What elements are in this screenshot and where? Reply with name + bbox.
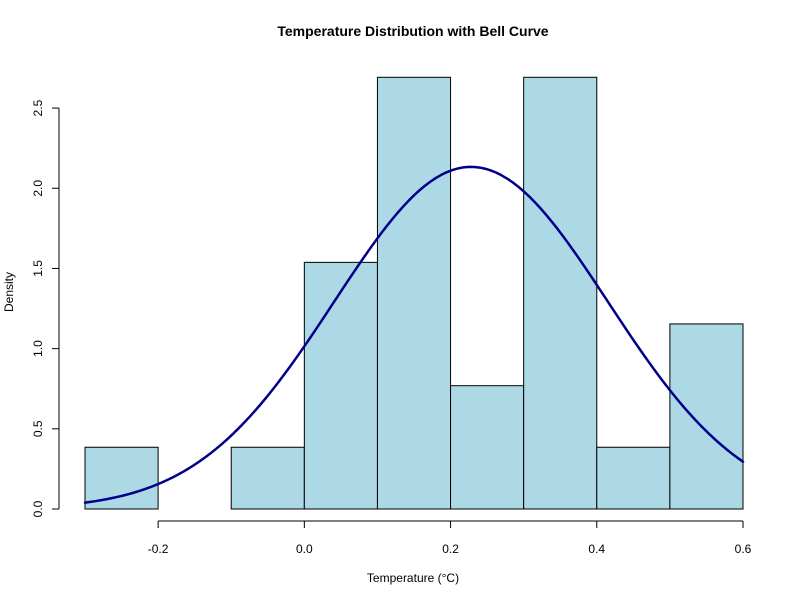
histogram-bar bbox=[303, 261, 378, 510]
x-tick-label: 0.2 bbox=[442, 542, 459, 556]
histogram-bar bbox=[376, 76, 452, 510]
y-axis: 0.0 0.5 1.0 1.5 2.0 2.5 bbox=[31, 99, 60, 517]
chart-title: Temperature Distribution with Bell Curve bbox=[277, 23, 548, 39]
histogram-bar bbox=[523, 76, 598, 510]
histogram-bar bbox=[84, 446, 159, 510]
bell-curve-line bbox=[83, 165, 745, 504]
y-axis-label: Density bbox=[2, 272, 16, 312]
x-tick-label: 0.0 bbox=[296, 542, 313, 556]
x-tick-label: 0.4 bbox=[588, 542, 605, 556]
x-tick-label: -0.2 bbox=[148, 542, 169, 556]
x-axis: -0.2 0.0 0.2 0.4 0.6 bbox=[148, 520, 752, 556]
histogram-bars bbox=[84, 76, 744, 510]
y-tick-label: 1.5 bbox=[31, 260, 45, 277]
y-tick-label: 0.0 bbox=[31, 500, 45, 517]
y-tick-label: 2.0 bbox=[31, 180, 45, 197]
y-tick-label: 0.5 bbox=[31, 420, 45, 437]
y-tick-label: 1.0 bbox=[31, 340, 45, 357]
histogram-bar bbox=[669, 323, 744, 510]
histogram-bar bbox=[450, 385, 525, 510]
x-tick-label: 0.6 bbox=[735, 542, 752, 556]
histogram-bar bbox=[230, 446, 305, 510]
x-axis-label: Temperature (°C) bbox=[367, 571, 459, 585]
histogram-bar bbox=[596, 446, 671, 510]
y-tick-label: 2.5 bbox=[31, 99, 45, 116]
